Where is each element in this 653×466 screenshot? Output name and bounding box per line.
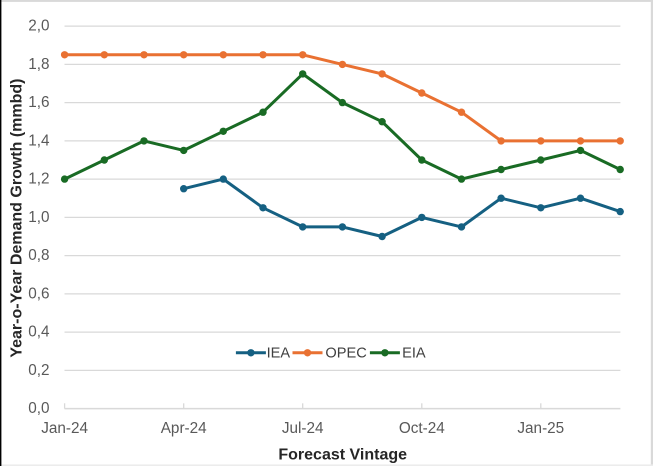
svg-text:EIA: EIA (402, 346, 426, 362)
svg-text:Year-o-Year Demand Growth (mmb: Year-o-Year Demand Growth (mmbd) (9, 79, 26, 358)
svg-text:Jan-25: Jan-25 (517, 420, 564, 437)
svg-text:0,6: 0,6 (28, 285, 49, 302)
svg-text:IEA: IEA (267, 346, 291, 362)
svg-text:1,8: 1,8 (28, 56, 49, 73)
svg-text:OPEC: OPEC (325, 346, 366, 362)
svg-text:0,8: 0,8 (28, 247, 49, 264)
svg-text:Oct-24: Oct-24 (399, 420, 445, 437)
svg-text:1,4: 1,4 (28, 132, 50, 149)
svg-text:1,6: 1,6 (28, 94, 49, 111)
svg-text:0,4: 0,4 (28, 324, 50, 341)
svg-text:2,0: 2,0 (28, 18, 49, 35)
svg-text:Forecast Vintage: Forecast Vintage (278, 446, 407, 463)
svg-text:0,2: 0,2 (28, 362, 49, 379)
svg-text:Jan-24: Jan-24 (41, 420, 88, 437)
svg-text:Jul-24: Jul-24 (282, 420, 324, 437)
svg-text:Apr-24: Apr-24 (161, 420, 207, 437)
svg-text:1,2: 1,2 (28, 171, 49, 188)
svg-text:0,0: 0,0 (28, 400, 49, 417)
svg-text:1,0: 1,0 (28, 209, 49, 226)
